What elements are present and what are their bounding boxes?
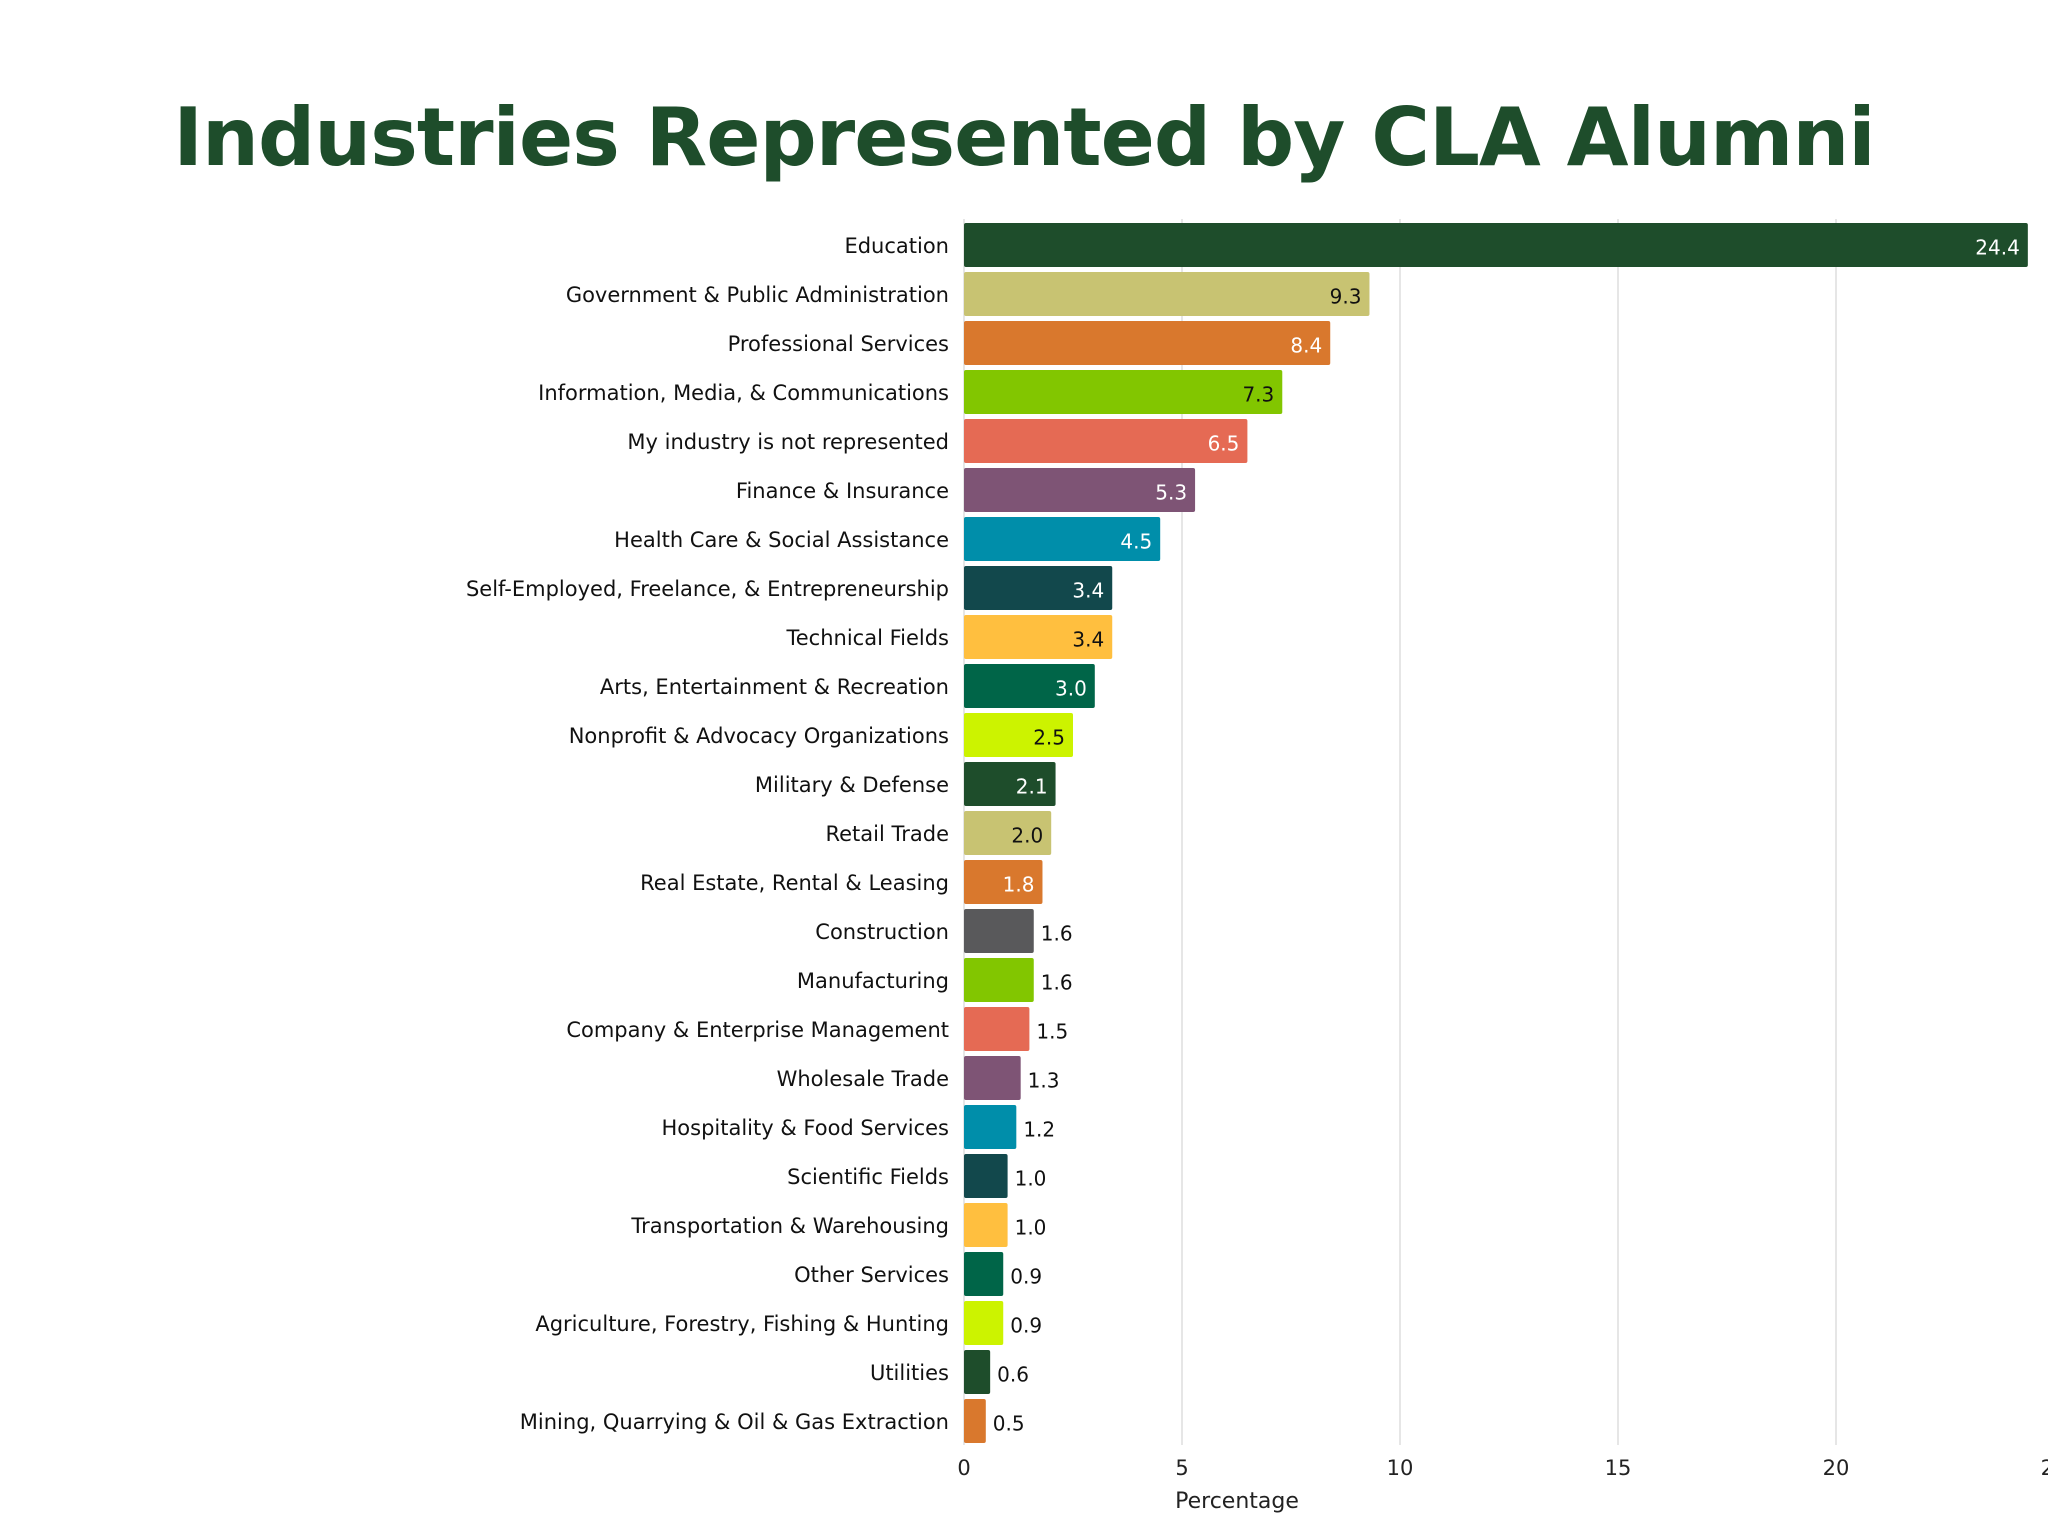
bar [964, 909, 1034, 953]
value-label: 0.9 [1010, 1265, 1042, 1289]
category-label: Retail Trade [825, 822, 949, 846]
category-label: Mining, Quarrying & Oil & Gas Extraction [520, 1410, 949, 1434]
category-label: Government & Public Administration [566, 283, 949, 307]
bar [964, 1350, 991, 1394]
bar [964, 223, 2028, 267]
value-label: 7.3 [1242, 383, 1274, 407]
value-label: 2.0 [1011, 824, 1043, 848]
bar [964, 1301, 1004, 1345]
bar [964, 517, 1161, 561]
category-label: Transportation & Warehousing [630, 1214, 949, 1238]
category-label: Wholesale Trade [777, 1067, 949, 1091]
value-label: 1.6 [1041, 922, 1073, 946]
bar [964, 321, 1331, 365]
category-label: Education [844, 234, 949, 258]
category-label: Finance & Insurance [736, 479, 949, 503]
x-axis-label: Percentage [1175, 1489, 1299, 1514]
bar [964, 566, 1113, 610]
chart-title: Industries Represented by CLA Alumni [173, 91, 1875, 184]
category-label: Arts, Entertainment & Recreation [600, 675, 949, 699]
x-tick-label: 25 [2041, 1456, 2048, 1480]
value-label: 6.5 [1208, 432, 1240, 456]
value-label: 1.8 [1003, 873, 1035, 897]
bar [964, 1007, 1030, 1051]
category-label: Construction [815, 920, 949, 944]
bar [964, 1056, 1021, 1100]
category-label: Military & Defense [755, 773, 949, 797]
value-label: 1.6 [1041, 971, 1073, 995]
x-tick-label: 5 [1175, 1456, 1188, 1480]
value-label: 1.3 [1028, 1069, 1060, 1093]
x-axis-ticks: 0 5 10 15 20 25 [957, 1456, 2048, 1480]
bar [964, 272, 1370, 316]
category-label: Self-Employed, Freelance, & Entrepreneur… [466, 577, 949, 601]
bar [964, 958, 1034, 1002]
x-tick-label: 15 [1605, 1456, 1632, 1480]
bar [964, 1252, 1004, 1296]
value-label: 0.9 [1010, 1314, 1042, 1338]
value-label: 9.3 [1330, 285, 1362, 309]
value-label: 1.0 [1015, 1216, 1047, 1240]
bar [964, 1154, 1008, 1198]
value-label: 3.4 [1072, 579, 1104, 603]
bar [964, 811, 1052, 855]
category-label: Utilities [870, 1361, 949, 1385]
bar [964, 1399, 986, 1443]
bar [964, 1203, 1008, 1247]
bar [964, 468, 1196, 512]
value-label: 0.5 [993, 1412, 1025, 1436]
x-tick-label: 10 [1387, 1456, 1414, 1480]
bar [964, 860, 1043, 904]
category-label: Technical Fields [785, 626, 949, 650]
category-label: Nonprofit & Advocacy Organizations [569, 724, 949, 748]
category-label: Professional Services [728, 332, 949, 356]
value-label: 2.1 [1016, 775, 1048, 799]
category-label: Manufacturing [797, 969, 949, 993]
category-label: Scientific Fields [787, 1165, 949, 1189]
category-label: Real Estate, Rental & Leasing [640, 871, 949, 895]
category-labels: Education Government & Public Administrat… [466, 234, 949, 1434]
value-label: 4.5 [1120, 530, 1152, 554]
category-label: Hospitality & Food Services [662, 1116, 950, 1140]
value-label: 8.4 [1290, 334, 1322, 358]
category-label: Agriculture, Forestry, Fishing & Hunting [535, 1312, 949, 1336]
value-label: 3.4 [1072, 628, 1104, 652]
value-label: 24.4 [1975, 236, 2020, 260]
bar [964, 615, 1113, 659]
bar [964, 762, 1056, 806]
value-label: 5.3 [1155, 481, 1187, 505]
category-label: Information, Media, & Communications [538, 381, 949, 405]
category-label: Other Services [794, 1263, 949, 1287]
bar [964, 419, 1248, 463]
bars [964, 223, 2028, 1443]
value-label: 3.0 [1055, 677, 1087, 701]
bar [964, 370, 1283, 414]
bar [964, 713, 1073, 757]
value-label: 1.2 [1023, 1118, 1055, 1142]
x-tick-label: 20 [1823, 1456, 1850, 1480]
bar [964, 1105, 1017, 1149]
category-label: My industry is not represented [627, 430, 949, 454]
x-tick-label: 0 [957, 1456, 970, 1480]
bar [964, 664, 1095, 708]
value-label: 2.5 [1033, 726, 1065, 750]
value-label: 1.0 [1015, 1167, 1047, 1191]
value-labels: 24.4 9.3 8.4 7.3 6.5 5.3 4.5 3.4 3.4 3.0 2.5 2.1 2.0… [993, 236, 2020, 1436]
value-label: 0.6 [997, 1363, 1029, 1387]
category-label: Health Care & Social Assistance [614, 528, 949, 552]
value-label: 1.5 [1036, 1020, 1068, 1044]
category-label: Company & Enterprise Management [566, 1018, 949, 1042]
